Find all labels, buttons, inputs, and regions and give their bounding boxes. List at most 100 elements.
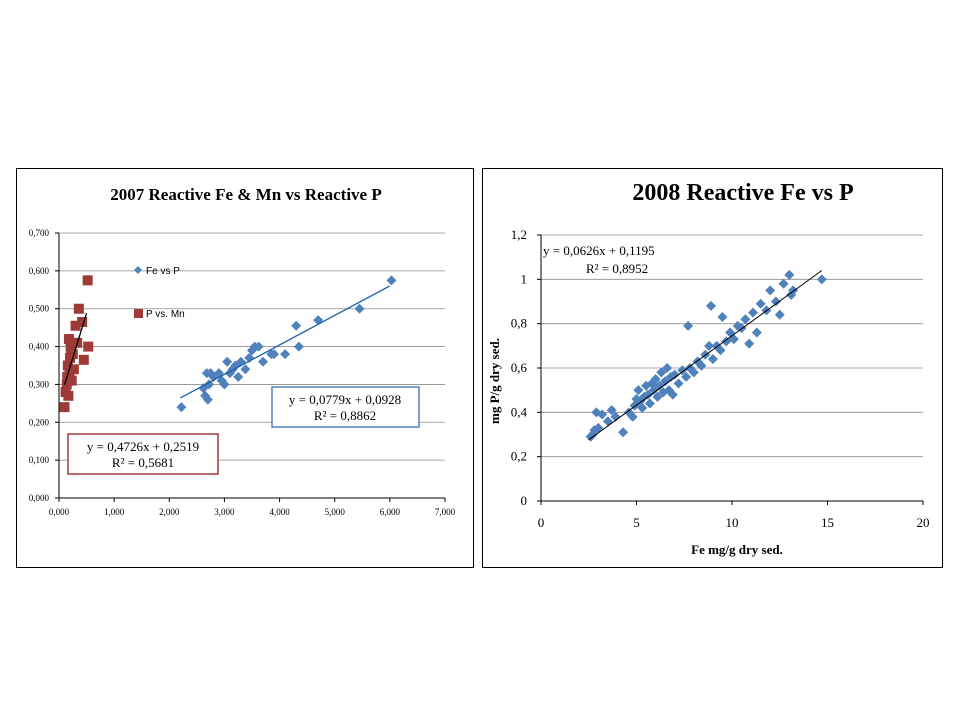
data-point-mn <box>68 364 79 375</box>
data-point-fe-p <box>816 274 827 285</box>
data-point-fe-p <box>627 411 638 422</box>
data-point-fe-p <box>652 391 663 402</box>
data-point-mn <box>82 275 93 286</box>
y-tick-label: 0,8 <box>511 316 527 331</box>
data-point-fe-p <box>660 376 671 387</box>
data-point-fe-p <box>740 314 751 325</box>
data-point-fe-p <box>681 371 692 382</box>
data-point-fe-p <box>748 307 759 318</box>
data-point-mn <box>63 390 74 401</box>
data-point-fe-p <box>673 378 684 389</box>
trendline <box>63 312 88 385</box>
data-point-fe <box>386 275 397 286</box>
data-point-fe-p <box>644 398 655 409</box>
x-tick-label: 3,000 <box>214 507 235 517</box>
data-point-mn <box>59 402 70 413</box>
legend-label-mn: P vs. Mn <box>146 309 185 320</box>
data-point-fe <box>269 349 280 360</box>
data-point-fe-p <box>637 402 648 413</box>
data-point-fe-p <box>633 385 644 396</box>
data-point-fe-p <box>683 320 694 331</box>
x-tick-label: 5 <box>633 515 640 530</box>
trendline <box>588 270 823 441</box>
trendline-equation-fe: y = 0,0779x + 0,0928 <box>289 392 401 407</box>
data-point-fe <box>224 368 235 379</box>
data-point-fe-p <box>696 360 707 371</box>
x-tick-label: 15 <box>821 515 834 530</box>
chart-title: 2007 Reactive Fe & Mn vs Reactive P <box>110 185 381 204</box>
data-point-fe-p <box>654 380 665 391</box>
data-point-mn <box>78 354 89 365</box>
legend: Fe vs P P vs. Mn <box>134 266 185 320</box>
y-tick-label: 0,600 <box>29 266 50 276</box>
data-point-fe <box>258 356 269 367</box>
trendline-r2-fe: R² = 0,8862 <box>314 408 376 423</box>
data-point-mn <box>66 375 77 386</box>
data-point-fe-p <box>648 385 659 396</box>
data-point-fe-p <box>606 405 617 416</box>
x-axis-label: Fe mg/g dry sed. <box>691 542 783 557</box>
data-point-fe-p <box>662 363 673 373</box>
data-point-fe-p <box>715 345 726 356</box>
data-point-fe-p <box>755 298 766 309</box>
data-point-fe <box>280 349 291 360</box>
x-tick-label: 20 <box>917 515 930 530</box>
data-point-fe-p <box>650 374 661 385</box>
data-point-fe-p <box>618 427 629 438</box>
data-point-fe-p <box>667 389 678 400</box>
data-point-fe-p <box>721 336 732 347</box>
x-tick-label: 0 <box>538 515 545 530</box>
data-point-fe-p <box>642 389 653 400</box>
data-point-fe-p <box>656 367 667 378</box>
trendline-r2-mn: R² = 0,5681 <box>112 455 174 470</box>
data-point-fe-p <box>744 338 755 349</box>
data-point-fe <box>293 341 304 352</box>
legend-marker-mn <box>134 309 143 318</box>
y-tick-label: 0,100 <box>29 455 50 465</box>
x-tick-label: 4,000 <box>269 507 290 517</box>
y-tick-label: 1,2 <box>511 227 527 242</box>
data-point-fe-p <box>639 391 650 402</box>
y-tick-label: 0,4 <box>511 404 528 419</box>
data-point-fe <box>253 341 264 352</box>
trendline-equation: y = 0,0626x + 0,1195 <box>543 243 655 258</box>
data-point-fe-p <box>677 365 688 376</box>
y-tick-label: 1 <box>521 271 528 286</box>
x-tick-label: 5,000 <box>325 507 346 517</box>
chart-2007-svg: 2007 Reactive Fe & Mn vs Reactive P 0,00… <box>29 185 456 517</box>
y-tick-label: 0 <box>521 493 528 508</box>
y-tick-label: 0,500 <box>29 304 50 314</box>
chart-2008-svg: 2008 Reactive Fe vs P 0 0,2 0,4 0,6 0,8 1 1,2 0… <box>487 180 930 557</box>
trendline-label-fe: y = 0,0779x + 0,0928 R² = 0,8862 <box>271 386 420 428</box>
data-point-fe-p <box>751 327 762 338</box>
data-point-fe <box>240 364 251 375</box>
trendline-equation-mn: y = 0,4726x + 0,2519 <box>87 439 199 454</box>
x-tick-label: 10 <box>726 515 739 530</box>
data-point-fe-p <box>707 354 718 365</box>
data-point-fe-p <box>610 411 621 422</box>
legend-label-fe: Fe vs P <box>146 266 180 277</box>
data-point-fe-p <box>587 429 598 440</box>
y-axis-label: mg P/g dry sed. <box>487 338 502 424</box>
x-tick-label: 0,000 <box>49 507 70 517</box>
trendline-r2: R² = 0,8952 <box>586 261 648 276</box>
trendline-label-mn: y = 0,4726x + 0,2519 R² = 0,5681 <box>67 433 219 475</box>
data-point-fe <box>222 356 233 367</box>
x-tick-label: 1,000 <box>104 507 125 517</box>
y-tick-label: 0,6 <box>511 360 528 375</box>
y-tick-label: 0,400 <box>29 342 50 352</box>
chart-panel-2008: 2008 Reactive Fe vs P 0 0,2 0,4 0,6 0,8 1 1,2 0… <box>482 168 943 568</box>
y-tick-label: 0,300 <box>29 379 50 389</box>
trendline <box>180 285 391 399</box>
data-point-fe-p <box>717 312 728 323</box>
data-point-fe-p <box>765 285 776 296</box>
data-point-fe-p <box>736 323 747 334</box>
data-point-mn <box>62 360 73 371</box>
chart-panel-2007: 2007 Reactive Fe & Mn vs Reactive P 0,00… <box>16 168 474 568</box>
chart-title: 2008 Reactive Fe vs P <box>632 180 853 206</box>
y-tick-label: 0,2 <box>511 449 527 464</box>
x-tick-label: 7,000 <box>435 507 456 517</box>
data-point-mn <box>77 316 88 327</box>
data-point-fe-p <box>784 269 795 280</box>
data-point-fe <box>291 320 302 331</box>
